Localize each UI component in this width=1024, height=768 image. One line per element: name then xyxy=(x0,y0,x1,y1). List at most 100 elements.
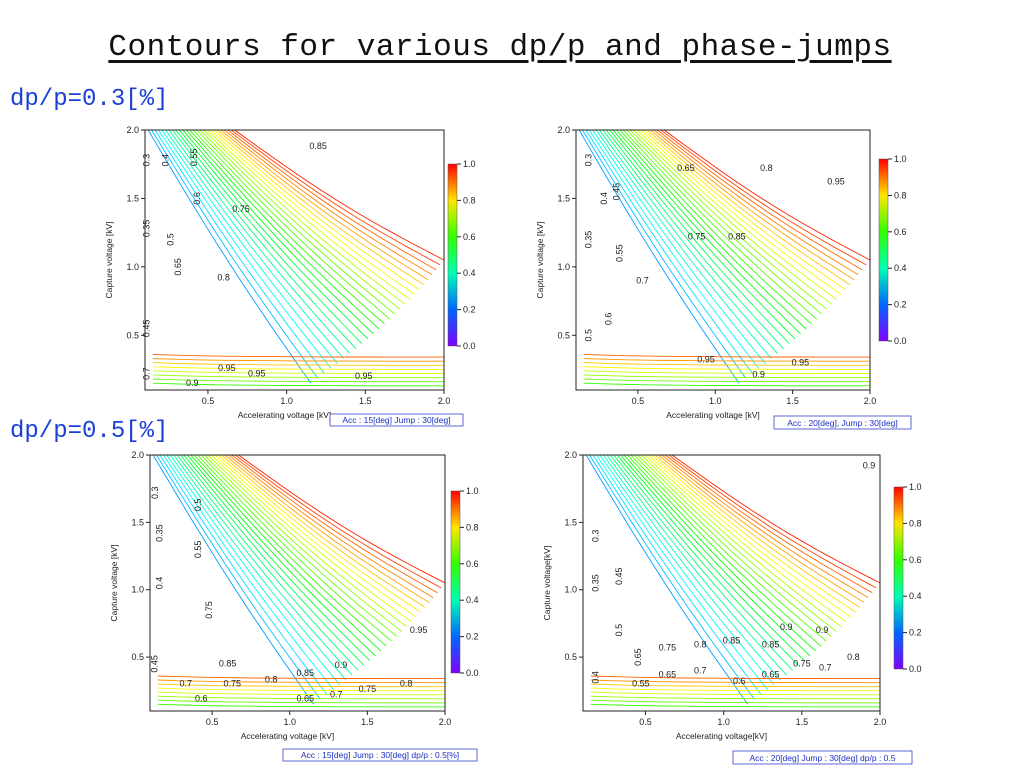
x-tick-label: 1.0 xyxy=(717,717,730,727)
contour-line xyxy=(192,129,391,320)
contour-line xyxy=(609,129,796,340)
contour-line xyxy=(623,454,816,652)
contour-line xyxy=(599,129,778,354)
contour-line xyxy=(165,129,345,359)
contour-label: 0.95 xyxy=(355,371,373,381)
contour-label: 0.95 xyxy=(248,368,266,378)
contour-line xyxy=(606,454,787,676)
contour-line xyxy=(183,454,371,661)
contour-line xyxy=(196,129,396,315)
contour-line xyxy=(152,370,444,374)
colorbar-tick-label: 0.2 xyxy=(909,628,922,638)
colorbar-tick-label: 0.8 xyxy=(466,522,479,532)
contour-label: 0.4 xyxy=(591,671,601,684)
contour-line xyxy=(220,129,429,281)
contour-line xyxy=(660,129,867,266)
contour-line xyxy=(175,129,363,345)
x-tick-label: 2.0 xyxy=(439,717,452,727)
contour-label: 0.55 xyxy=(193,541,203,559)
contour-line xyxy=(152,358,444,362)
contour-label: 0.7 xyxy=(142,367,152,380)
plot-frame xyxy=(575,129,871,391)
contour-line xyxy=(616,454,805,661)
contour-line xyxy=(616,129,807,330)
contour-label: 0.4 xyxy=(154,577,164,590)
contour-line xyxy=(152,378,444,383)
contour-line xyxy=(636,129,837,300)
contour-line xyxy=(185,129,380,330)
colorbar-tick-label: 0.4 xyxy=(463,268,476,278)
contour-line xyxy=(657,129,863,271)
contour-line xyxy=(602,454,781,681)
y-tick-label: 1.5 xyxy=(126,193,139,203)
contour-label: 0.75 xyxy=(232,204,250,214)
x-tick-label: 0.5 xyxy=(632,396,645,406)
contour-line xyxy=(663,129,871,261)
contour-line xyxy=(157,675,445,680)
contour-label: 0.95 xyxy=(827,177,845,187)
contour-panel-1: 0.5 1.0 1.5 2.0 0.5 1.0 1.5 2.0 Accelerating vol… xyxy=(104,125,476,427)
contour-line xyxy=(224,454,430,603)
contour-label: 0.45 xyxy=(150,655,160,673)
contour-line xyxy=(620,454,811,657)
y-tick-label: 0.5 xyxy=(126,330,139,340)
x-axis-label: Accelerating voltage [kV] xyxy=(241,731,335,741)
x-tick-label: 1.0 xyxy=(280,396,293,406)
contour-label: 0.85 xyxy=(296,668,314,678)
contour-line xyxy=(633,454,832,637)
contour-line xyxy=(217,454,421,613)
contour-line xyxy=(152,366,444,370)
contour-label: 0.3 xyxy=(150,486,160,499)
contour-line xyxy=(629,129,828,310)
contour-label: 0.65 xyxy=(677,163,695,173)
contour-line xyxy=(238,454,446,584)
contour-label: 0.35 xyxy=(583,231,593,249)
contour-line xyxy=(668,454,877,589)
contour-label: 0.65 xyxy=(659,669,677,679)
contour-line xyxy=(583,353,870,358)
x-tick-label: 2.0 xyxy=(874,717,887,727)
contour-line xyxy=(157,699,446,704)
colorbar-tick-label: 1.0 xyxy=(894,154,907,164)
contour-line xyxy=(173,454,353,676)
contour-line xyxy=(661,454,869,598)
contour-label: 0.5 xyxy=(614,624,624,637)
y-tick-label: 0.5 xyxy=(557,330,570,340)
contour-label: 0.9 xyxy=(816,625,829,635)
contour-label: 0.95 xyxy=(218,363,236,373)
contour-label: 0.65 xyxy=(296,694,314,704)
colorbar-tick-label: 0.4 xyxy=(894,263,907,273)
plot-frame xyxy=(582,454,881,712)
y-tick-label: 1.5 xyxy=(564,517,577,527)
contour-line xyxy=(589,454,755,700)
contour-line xyxy=(583,382,870,387)
x-tick-label: 1.0 xyxy=(709,396,722,406)
contour-line xyxy=(654,454,860,608)
contour-line xyxy=(224,129,433,276)
contour-line xyxy=(227,129,437,271)
contour-panel-3: 0.5 1.0 1.5 2.0 0.5 1.0 1.5 2.0 Accelerating vol… xyxy=(109,450,479,762)
x-tick-label: 0.5 xyxy=(206,717,219,727)
x-tick-label: 1.5 xyxy=(359,396,372,406)
contour-line xyxy=(612,129,801,335)
contour-line xyxy=(217,129,424,285)
contour-panel-4: 0.5 1.0 1.5 2.0 0.5 1.0 1.5 2.0 Accelerating vol… xyxy=(542,450,922,765)
contour-label: 0.55 xyxy=(614,244,624,262)
y-tick-label: 0.5 xyxy=(131,652,144,662)
contour-label: 0.8 xyxy=(847,652,860,662)
contour-label: 0.4 xyxy=(161,154,171,167)
contour-line xyxy=(590,691,880,696)
colorbar-tick-label: 1.0 xyxy=(463,159,476,169)
contour-label: 0.9 xyxy=(752,370,765,380)
contour-line xyxy=(647,454,852,618)
contour-line xyxy=(590,675,880,680)
x-tick-label: 1.5 xyxy=(796,717,809,727)
contour-line xyxy=(203,129,406,305)
contour-line xyxy=(582,129,747,379)
contour-panel-2: 0.5 1.0 1.5 2.0 0.5 1.0 1.5 2.0 Accelerating vol… xyxy=(535,125,912,430)
contour-label: 0.65 xyxy=(633,648,643,666)
y-tick-label: 1.5 xyxy=(131,517,144,527)
contour-line xyxy=(152,362,444,366)
colorbar-tick-label: 0.6 xyxy=(909,555,922,565)
contour-line xyxy=(182,129,374,335)
